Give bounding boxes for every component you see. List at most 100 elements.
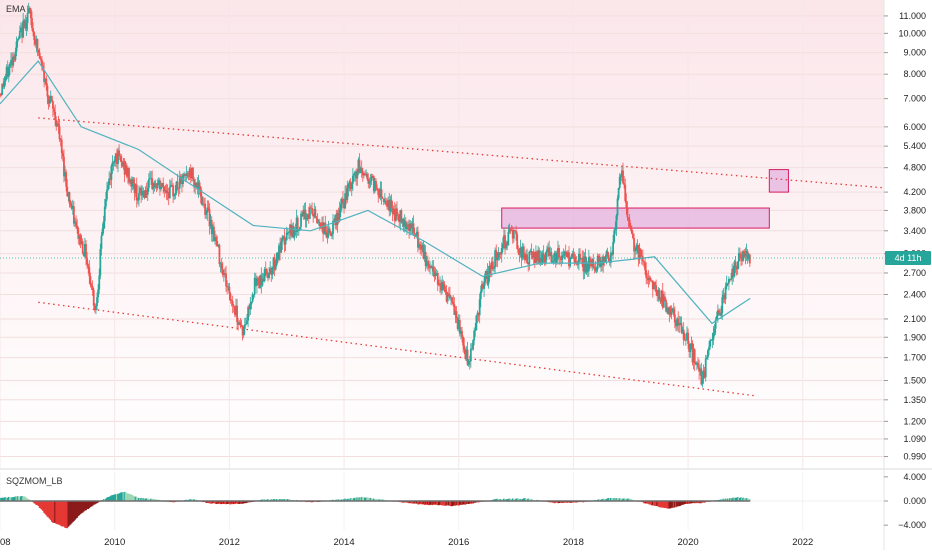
candle-body xyxy=(145,190,148,195)
candle-body xyxy=(379,189,382,198)
candle-body xyxy=(748,254,751,264)
candle-body xyxy=(399,210,402,223)
momentum-bar xyxy=(616,498,619,501)
momentum-bar xyxy=(507,498,510,501)
candle-body xyxy=(730,278,732,280)
candle-body xyxy=(128,168,130,183)
momentum-bar xyxy=(440,501,442,506)
candle-body xyxy=(511,230,514,239)
candle-body xyxy=(475,315,478,331)
candle-body xyxy=(215,237,218,242)
candle-body xyxy=(247,306,250,321)
candle-body xyxy=(396,208,398,215)
candle-body xyxy=(153,183,156,188)
candle-body xyxy=(328,228,331,234)
momentum-bar xyxy=(106,497,108,501)
sqzmom-indicator-label[interactable]: SQZMOM_LB xyxy=(6,476,63,486)
momentum-bar xyxy=(680,501,683,506)
momentum-bar xyxy=(372,498,375,501)
candle-body xyxy=(332,220,334,234)
candle-body xyxy=(570,257,573,260)
candle-body xyxy=(359,168,362,174)
candle-body xyxy=(709,340,712,347)
momentum-bar xyxy=(494,499,497,501)
candle-body xyxy=(269,268,272,273)
candle-body xyxy=(461,330,463,338)
momentum-bar xyxy=(729,498,731,501)
momentum-bar xyxy=(565,501,568,503)
candle-body xyxy=(349,181,352,189)
candle-body xyxy=(418,244,420,248)
candle-body xyxy=(407,224,409,227)
momentum-bar xyxy=(519,498,522,501)
candle-body xyxy=(317,221,320,223)
candle-body xyxy=(557,248,559,254)
momentum-bar xyxy=(95,501,97,504)
candle-body xyxy=(371,176,374,177)
candle-body xyxy=(165,190,168,193)
candle-body xyxy=(144,190,147,198)
candle-body xyxy=(173,195,176,197)
candle-body xyxy=(339,204,342,210)
candle-body xyxy=(701,378,704,385)
candle-body xyxy=(385,200,387,205)
candle-body xyxy=(140,187,143,196)
momentum-bar xyxy=(686,501,688,504)
time-tick-label: 2020 xyxy=(678,537,699,548)
momentum-bar xyxy=(351,498,354,501)
candle-body xyxy=(353,173,355,176)
candle-body xyxy=(31,18,33,29)
candle-body xyxy=(615,215,618,230)
momentum-bar xyxy=(72,501,75,522)
momentum-bar xyxy=(340,499,343,501)
momentum-bar xyxy=(696,501,698,503)
candle-body xyxy=(33,32,36,40)
candle-body xyxy=(192,167,194,180)
momentum-bar xyxy=(123,491,126,501)
momentum-bar xyxy=(115,494,118,501)
momentum-bar xyxy=(453,501,456,506)
candle-body xyxy=(686,332,688,340)
candle-body xyxy=(414,233,417,236)
candle-body xyxy=(357,159,360,172)
momentum-bar xyxy=(228,501,231,505)
candle-body xyxy=(348,181,351,185)
candle-body xyxy=(209,220,212,227)
candle-body xyxy=(130,179,133,187)
candle-body xyxy=(437,284,440,286)
momentum-bar xyxy=(506,499,509,501)
candle-body xyxy=(188,168,191,177)
candle-body xyxy=(465,349,468,359)
momentum-bar xyxy=(572,501,575,503)
momentum-bar xyxy=(693,501,696,504)
momentum-bar xyxy=(457,501,460,506)
momentum-bar xyxy=(350,498,353,501)
candle-body xyxy=(199,187,202,197)
candle-body xyxy=(422,244,425,259)
momentum-bar xyxy=(88,501,91,509)
momentum-bar xyxy=(495,499,498,501)
momentum-bar xyxy=(505,499,508,501)
momentum-bar xyxy=(607,497,610,501)
momentum-bar xyxy=(7,496,10,501)
candle-body xyxy=(342,198,344,203)
momentum-bar xyxy=(139,498,141,501)
candle-body xyxy=(166,192,169,193)
momentum-bar xyxy=(348,498,351,501)
price-tick-label: 0.990 xyxy=(903,452,926,462)
candle-body xyxy=(597,255,600,258)
candle-body xyxy=(531,255,534,258)
candle-body xyxy=(53,108,55,112)
momentum-bar xyxy=(267,499,269,501)
momentum-bar xyxy=(14,496,17,501)
candle-body xyxy=(71,206,74,209)
momentum-bar xyxy=(697,501,699,504)
candle-body xyxy=(724,286,727,300)
momentum-bar xyxy=(276,499,279,501)
momentum-bar xyxy=(435,501,438,505)
ema-indicator-label[interactable]: EMA xyxy=(6,4,26,14)
momentum-bar xyxy=(48,501,51,519)
candle-body xyxy=(17,38,20,40)
momentum-bar xyxy=(407,501,409,503)
price-tick-label: 3.800 xyxy=(903,205,926,215)
